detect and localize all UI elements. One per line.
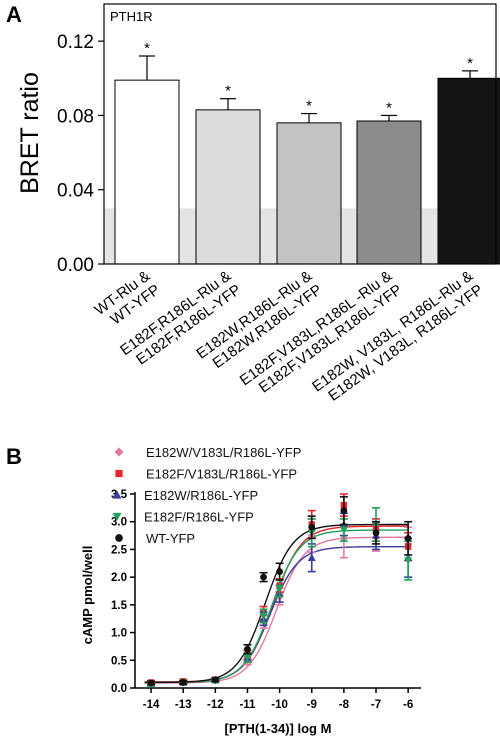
x-tick-label: -8 [339,699,350,711]
bar [195,109,261,265]
panel-b-label: B [6,444,22,469]
y-tick-label: 1.5 [111,600,128,612]
x-tick-label: -14 [143,699,160,711]
y-tick-label: 0.00 [57,255,94,276]
legend: E182W/V183L/R186L-YFP E182F/V183L/R186L-Y… [112,445,301,546]
y-tick-label: 1.0 [111,628,127,640]
point-marker [260,573,267,581]
y-axis-ticks: 0.00 0.04 0.08 0.12 [57,32,104,276]
point-marker [276,568,284,575]
fit-curve [144,529,409,684]
point-marker [179,679,187,686]
x-tick-label: -7 [371,699,381,711]
point-marker [112,490,122,499]
point-marker [259,612,268,620]
panel-b: B 0.00.51.01.52.02.53.03.5-14-13-12-11-1… [6,444,421,736]
data-points [147,493,413,689]
x-tick-label: -6 [403,699,413,711]
fit-curve [144,525,409,683]
point-marker [244,645,251,653]
bar [114,79,180,265]
point-marker [404,557,413,565]
panel-a-label: A [6,2,22,27]
fit-curve [144,545,409,684]
panel-a: A * * * * * PTH1R 0.00 0.04 0.08 0.12 BRET rati… [6,2,500,405]
significance-marker: * [225,83,231,100]
point-marker [275,585,284,593]
significance-marker: * [467,55,473,72]
point-marker [372,529,380,537]
x-tick-label: -13 [175,699,192,711]
y-tick-label: 0.5 [111,655,128,667]
significance-marker: * [144,40,150,57]
y-tick-label: 0.04 [57,181,94,202]
point-marker [115,534,123,542]
fit-curve [144,523,409,684]
point-marker [404,534,412,542]
point-marker [112,512,122,521]
legend-label: E182W/R186L-YFP [144,488,258,503]
fit-curves [144,523,409,684]
x-tick-label: -9 [307,699,317,711]
receptor-label: PTH1R [110,9,153,24]
significance-marker: * [386,99,392,116]
y-tick-label: 2.0 [111,572,127,584]
point-marker [115,469,123,478]
legend-label: WT-YFP [146,531,195,546]
legend-label: E182F/V183L/R186L-YFP [146,467,297,482]
plot-frame [103,3,497,265]
point-marker [340,507,348,515]
point-marker [114,447,124,457]
point-marker [308,523,316,531]
y-tick-label: 0.08 [57,106,94,127]
y-axis-label: BRET ratio [16,72,44,194]
y-tick-label: 2.5 [111,544,128,556]
bar [356,120,422,265]
x-axis-label: [PTH(1-34)] log M [225,721,332,736]
bar [437,77,500,265]
point-marker [147,679,155,687]
y-tick-label: 3.0 [111,517,127,529]
y-tick-label: 0.12 [57,32,94,53]
point-marker [243,654,252,662]
x-tick-label: -11 [239,699,256,711]
point-marker [307,553,316,561]
y-axis-label: cAMP pmol/well [80,546,95,645]
bar-group: * * * * * [114,40,500,265]
legend-label: E182F/R186L-YFP [144,510,254,525]
x-tick-label: -10 [271,699,288,711]
legend-label: E182W/V183L/R186L-YFP [146,445,301,460]
point-marker [339,526,348,535]
fit-curve [144,536,409,684]
bar [276,122,342,265]
point-marker [211,676,219,684]
significance-marker: * [306,98,312,115]
x-tick-label: -12 [207,699,224,711]
y-tick-label: 0.0 [111,683,127,695]
